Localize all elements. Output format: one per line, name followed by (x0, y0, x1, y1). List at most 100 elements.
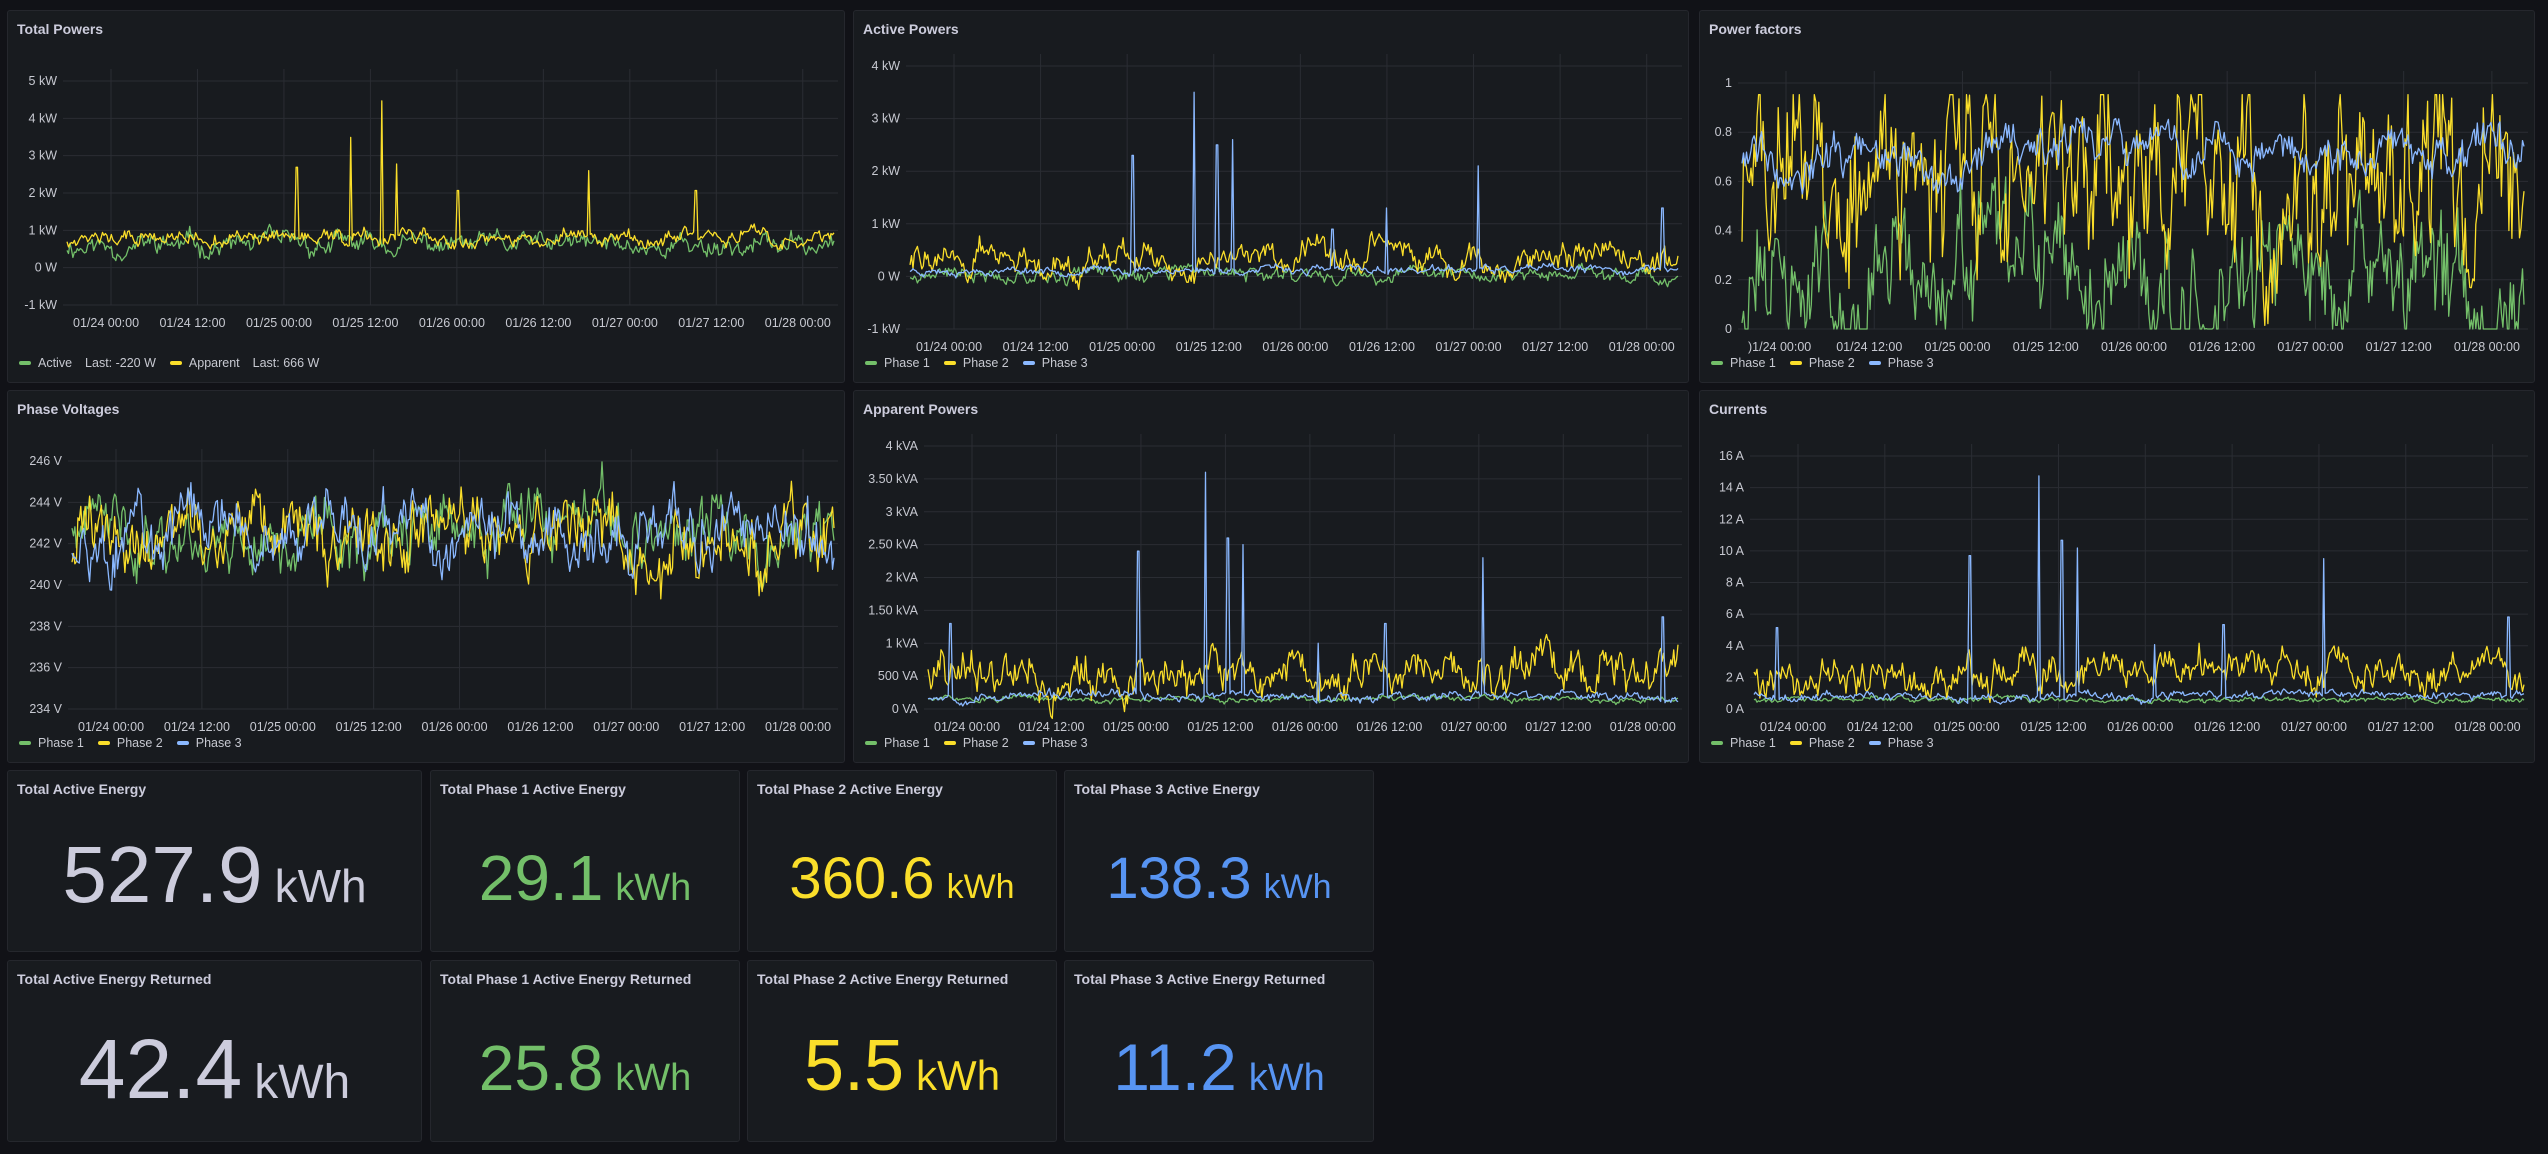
legend-item[interactable]: Phase 3 (1022, 356, 1088, 370)
y-tick-label: 2 kVA (886, 571, 919, 585)
panel-title: Total Phase 2 Active Energy (757, 781, 943, 797)
legend-item[interactable]: Phase 3 (1868, 356, 1934, 370)
legend-label: Phase 3 (195, 736, 242, 750)
series-line-phase2 (909, 231, 1679, 291)
x-tick-label: 01/25 00:00 (1934, 720, 2000, 734)
x-tick-label: 01/27 00:00 (592, 316, 658, 330)
legend-swatch (1022, 361, 1035, 365)
x-tick-label: 01/27 12:00 (678, 316, 744, 330)
stat-phase1-active-energy[interactable]: Total Phase 1 Active Energy 29.1 kWh (430, 770, 740, 952)
x-tick-label: 01/25 00:00 (246, 316, 312, 330)
x-tick-label: 01/24 00:00 (934, 720, 1000, 734)
stat-total-active-energy[interactable]: Total Active Energy 527.9 kWh (7, 770, 422, 952)
y-tick-label: 3 kW (29, 149, 58, 163)
y-tick-label: 10 A (1719, 544, 1745, 558)
x-tick-label: 01/24 00:00 (916, 340, 982, 354)
legend-label: Phase 1 (1730, 356, 1776, 370)
y-tick-label: -1 kW (24, 298, 57, 312)
legend-swatch (169, 361, 182, 365)
y-tick-label: -1 kW (867, 322, 900, 336)
stat-number: 360.6 (789, 846, 935, 911)
y-tick-label: 240 V (29, 578, 62, 592)
series-line-phase2 (1741, 94, 2525, 326)
stat-phase2-active-energy[interactable]: Total Phase 2 Active Energy 360.6 kWh (747, 770, 1057, 952)
panel-title: Total Active Energy (17, 781, 147, 797)
legend-swatch (97, 741, 110, 745)
x-tick-label: 01/24 12:00 (159, 316, 225, 330)
stat-phase3-active-energy[interactable]: Total Phase 3 Active Energy 138.3 kWh (1064, 770, 1374, 952)
y-tick-label: 2 kW (29, 186, 58, 200)
legend-item[interactable]: Phase 2 (1789, 356, 1855, 370)
legend-item[interactable]: Phase 2 (97, 736, 163, 750)
legend-item[interactable]: Phase 2 (1789, 736, 1855, 750)
panel-power-factors[interactable]: Power factors 1 0.8 0.6 0.4 0.2 0)1/24 00:00 0… (1699, 10, 2535, 383)
legend-item[interactable]: Phase 2 (943, 736, 1009, 750)
stat-value: 360.6 kWh (748, 845, 1056, 912)
legend-item[interactable]: Phase 1 (1711, 356, 1776, 370)
x-tick-label: 01/26 12:00 (1356, 720, 1422, 734)
series-line-phase1 (909, 262, 1679, 288)
stat-total-active-energy-returned[interactable]: Total Active Energy Returned 42.4 kWh (7, 960, 422, 1142)
stat-number: 527.9 (62, 830, 263, 919)
legend-item[interactable]: Phase 3 (176, 736, 242, 750)
legend-item[interactable]: Apparent Last: 666 W (169, 356, 319, 370)
y-tick-label: 0.2 (1715, 273, 1732, 287)
panel-apparent-powers[interactable]: Apparent Powers 4 kVA 3.50 kVA 3 kVA 2.50 k… (853, 390, 1689, 763)
y-tick-label: 3.50 kVA (868, 472, 918, 486)
stat-number: 25.8 (478, 1032, 604, 1104)
legend-item[interactable]: Phase 3 (1868, 736, 1934, 750)
legend-label: Phase 2 (1808, 356, 1855, 370)
y-tick-label: 0.4 (1715, 224, 1732, 238)
x-tick-label: 01/26 00:00 (419, 316, 485, 330)
x-tick-label: 01/26 12:00 (505, 316, 571, 330)
x-tick-label: 01/26 12:00 (1349, 340, 1415, 354)
x-tick-label: 01/25 12:00 (2020, 720, 2086, 734)
legend-swatch (1868, 741, 1881, 745)
panel-title: Total Phase 2 Active Energy Returned (757, 971, 1009, 987)
legend-item[interactable]: Active Last: -220 W (19, 356, 156, 370)
y-tick-label: 1 kW (29, 223, 58, 237)
panel-phase-voltages[interactable]: Phase Voltages 246 V 244 V 242 V 240 V 238 V… (7, 390, 845, 763)
x-tick-label: 01/26 12:00 (507, 720, 573, 734)
legend-item[interactable]: Phase 1 (865, 356, 930, 370)
chart-phase-voltages[interactable]: 246 V 244 V 242 V 240 V 238 V 236 V 234 V 01/24… (8, 391, 845, 763)
x-tick-label: 01/27 12:00 (2366, 340, 2432, 354)
legend-item[interactable]: Phase 2 (943, 356, 1009, 370)
legend-item[interactable]: Phase 1 (865, 736, 930, 750)
legend-label: Phase 3 (1887, 356, 1934, 370)
stat-phase1-active-energy-returned[interactable]: Total Phase 1 Active Energy Returned 25.… (430, 960, 740, 1142)
x-tick-label: 01/24 12:00 (164, 720, 230, 734)
legend-label: Phase 3 (1041, 736, 1088, 750)
legend: Phase 1 Phase 2 Phase 3 (865, 356, 1088, 370)
chart-currents[interactable]: 16 A 14 A 12 A 10 A 8 A 6 A 4 A 2 A 0 A 01/24 00:… (1700, 391, 2535, 763)
chart-power-factors[interactable]: 1 0.8 0.6 0.4 0.2 0)1/24 00:00 01/24 12:00 01/2… (1700, 11, 2535, 383)
x-tick-label: 01/26 00:00 (1262, 340, 1328, 354)
panel-total-powers[interactable]: Total Powers 5 kW 4 kW 3 kW 2 kW 1 kW 0 W -1 k… (7, 10, 845, 383)
legend-swatch (865, 741, 877, 745)
x-tick-label: 01/25 12:00 (1187, 720, 1253, 734)
panel-currents[interactable]: Currents 16 A 14 A 12 A 10 A 8 A 6 A 4 A 2 A 0 A… (1699, 390, 2535, 763)
panel-title: Total Phase 1 Active Energy Returned (440, 971, 692, 987)
stat-phase3-active-energy-returned[interactable]: Total Phase 3 Active Energy Returned 11.… (1064, 960, 1374, 1142)
panel-active-powers[interactable]: Active Powers 4 kW 3 kW 2 kW 1 kW 0 W -1 kW 01… (853, 10, 1689, 383)
chart-active-powers[interactable]: 4 kW 3 kW 2 kW 1 kW 0 W -1 kW 01/24 00:00 01/24… (854, 11, 1689, 383)
legend-item[interactable]: Phase 1 (19, 736, 84, 750)
panel-title: Phase Voltages (17, 401, 120, 417)
legend-item[interactable]: Phase 3 (1022, 736, 1088, 750)
stat-phase2-active-energy-returned[interactable]: Total Phase 2 Active Energy Returned 5.5… (747, 960, 1057, 1142)
legend-swatch (1711, 741, 1723, 745)
chart-apparent-powers[interactable]: 4 kVA 3.50 kVA 3 kVA 2.50 kVA 2 kVA 1.50 kVA 1… (854, 391, 1689, 763)
x-tick-label: 01/27 00:00 (2281, 720, 2347, 734)
stat-unit: kWh (274, 860, 367, 912)
x-tick-label: 01/27 00:00 (1436, 340, 1502, 354)
legend-item[interactable]: Phase 1 (1711, 736, 1776, 750)
panel-title: Power factors (1709, 21, 1802, 37)
chart-total-powers[interactable]: 5 kW 4 kW 3 kW 2 kW 1 kW 0 W -1 kW 01/24 00:00 0… (8, 11, 845, 383)
panel-title: Total Phase 1 Active Energy (440, 781, 626, 797)
stat-value: 5.5 kWh (748, 1025, 1056, 1107)
legend-label: Phase 3 (1041, 356, 1088, 370)
stat-value: 11.2 kWh (1065, 1029, 1373, 1105)
x-tick-label: 01/24 12:00 (1836, 340, 1902, 354)
legend-label: Phase 3 (1887, 736, 1934, 750)
y-tick-label: 0 VA (892, 702, 919, 716)
